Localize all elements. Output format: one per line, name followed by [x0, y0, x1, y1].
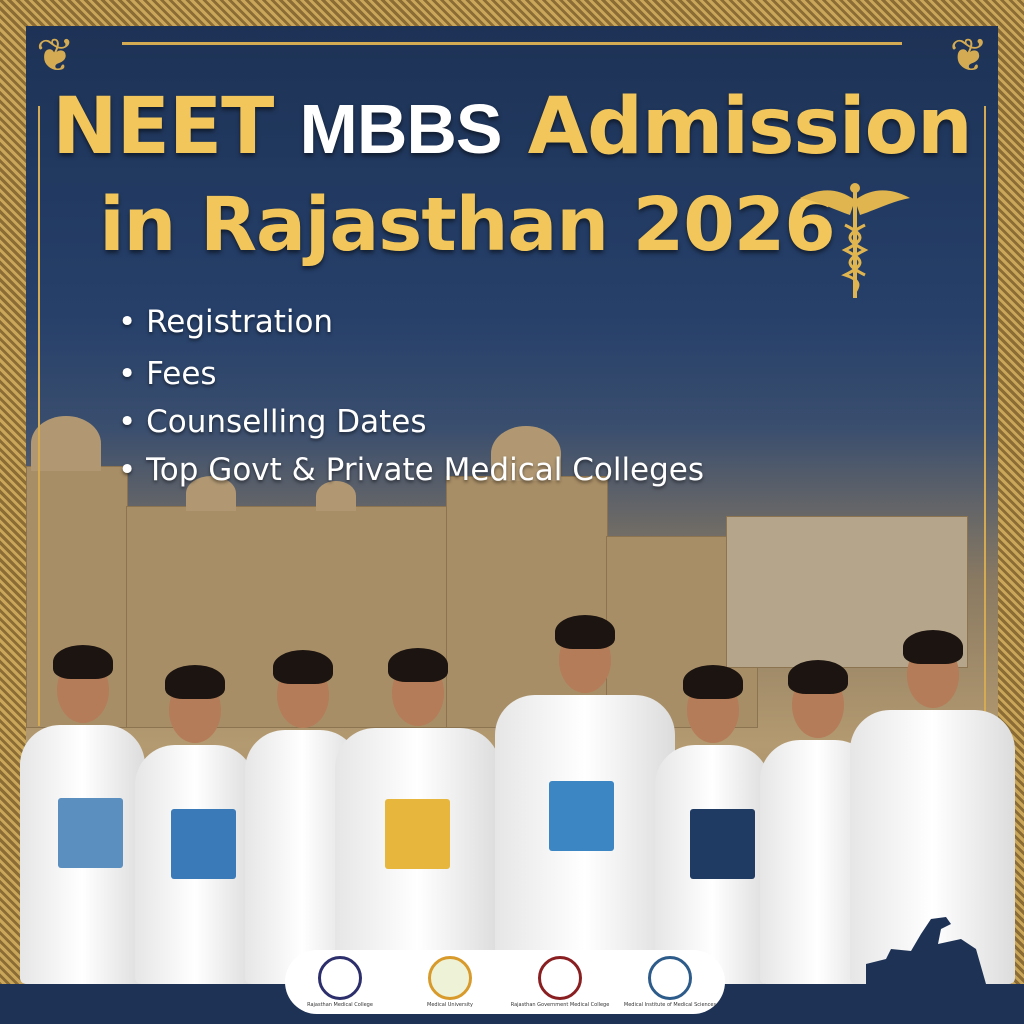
title-mbbs: MBBS — [299, 90, 503, 168]
student — [655, 665, 770, 984]
student — [135, 665, 255, 984]
hair — [387, 648, 448, 682]
title-line-2: in Rajasthan 2026 — [99, 182, 835, 268]
hair — [165, 665, 225, 699]
student — [20, 645, 145, 984]
hair — [787, 660, 848, 694]
feature-list: Registration Fees Counselling Dates Top … — [118, 298, 704, 494]
title-neet: NEET — [52, 82, 274, 172]
list-item: Fees — [118, 350, 704, 398]
notebook — [57, 797, 123, 868]
college-seal-3: Rajasthan Government Medical College — [511, 956, 609, 1008]
college-seal-1: Rajasthan Medical College — [295, 956, 385, 1008]
title-line-1: NEET MBBS Admission — [0, 82, 1024, 172]
college-seal-4: Medical Institute of Medical Sciences — [624, 956, 716, 1008]
notebook — [689, 808, 755, 879]
student — [495, 615, 675, 984]
notebook — [384, 799, 450, 870]
list-item: Registration — [118, 298, 704, 346]
right-divider — [984, 106, 986, 726]
ornamental-corner-icon: ❦ — [949, 28, 988, 82]
caduceus-icon — [800, 183, 910, 298]
left-divider — [38, 106, 40, 726]
list-item: Counselling Dates — [118, 398, 704, 446]
college-logos-strip: Rajasthan Medical College Medical Univer… — [285, 950, 725, 1014]
college-seal-2: Medical University — [405, 956, 495, 1008]
ornamental-corner-icon: ❦ — [36, 28, 75, 82]
student — [335, 648, 500, 984]
notebook — [171, 808, 236, 879]
palace-dome — [31, 416, 101, 471]
notebook — [549, 781, 614, 852]
title-admission: Admission — [527, 82, 973, 172]
hair — [272, 650, 333, 684]
list-item: Top Govt & Private Medical Colleges — [118, 446, 704, 494]
hair — [52, 645, 113, 679]
hair — [555, 615, 615, 649]
hair — [902, 630, 963, 664]
hair — [682, 665, 743, 699]
top-divider — [122, 42, 902, 45]
camel-silhouette-icon — [866, 917, 986, 984]
